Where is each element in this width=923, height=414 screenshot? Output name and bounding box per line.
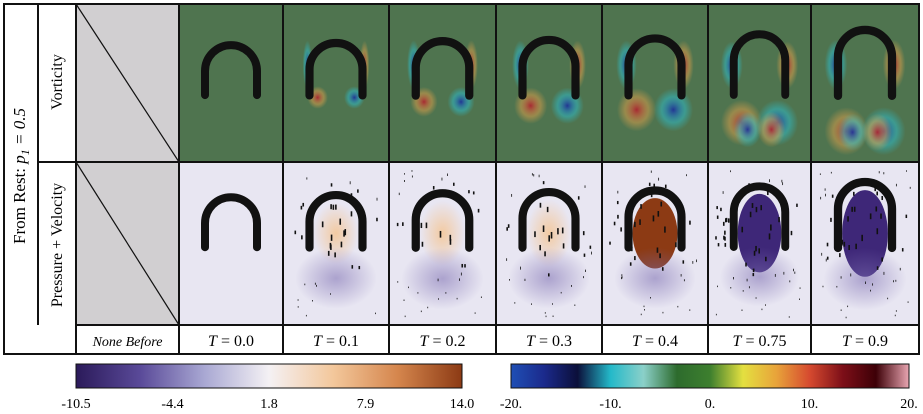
column-caption-7: T = 0.9	[842, 333, 888, 350]
pressure-interior-region	[313, 202, 359, 265]
body-arch-shape	[624, 186, 686, 252]
pressure-wake-region	[614, 247, 696, 309]
vorticity-lobe-negative	[653, 88, 694, 132]
body-arch-shape	[729, 30, 790, 99]
vorticity-wake-vortex	[733, 111, 762, 148]
vorticity-tick-label: 0.	[705, 397, 716, 412]
body-arch-shape	[305, 191, 367, 252]
body-arch-shape	[305, 38, 367, 100]
vorticity-field-background	[496, 4, 602, 162]
vorticity-wake-vortex	[757, 111, 786, 148]
panel-vorticity-col-1	[178, 3, 284, 163]
vorticity-field-background	[602, 4, 708, 162]
panel-pressure-col-2	[282, 161, 390, 326]
panel-border	[810, 161, 920, 326]
pressure-tick-label: 7.9	[357, 397, 375, 412]
pressure-tick-label: 1.8	[260, 397, 278, 412]
body-arch-shape	[518, 35, 580, 100]
panel-pressure-col-0	[75, 161, 180, 326]
vorticity-colorbar-ticks: -20. -10. 0. 10. 20.	[500, 397, 918, 412]
vorticity-field-background	[389, 4, 496, 162]
vorticity-wake-vortex	[838, 113, 868, 151]
vorticity-lobe-positive	[616, 88, 657, 132]
body-arch-shape	[411, 189, 474, 252]
column-caption-3: T = 0.2	[420, 333, 466, 350]
pressure-wake-region	[823, 247, 907, 311]
column-caption-1: T = 0.0	[208, 333, 254, 350]
column-captions: None Before T = 0.0 T = 0.1 T = 0.2 T = 0.3 T…	[92, 325, 920, 354]
vorticity-colorbar-gradient	[510, 363, 910, 389]
vorticity-colorbar: -20. -10. 0. 10. 20.	[500, 363, 918, 412]
panel-vorticity-col-3	[388, 3, 497, 163]
panel-vorticity-col-6	[707, 3, 812, 163]
body-arch-shape	[833, 177, 897, 253]
vorticity-tick-label: -20.	[500, 397, 522, 412]
panel-pressure-col-3	[388, 161, 497, 326]
empty-panel-diagonal	[75, 161, 180, 326]
body-arch-shape	[411, 37, 474, 100]
pressure-colorbar: -10.5 -4.4 1.8 7.9 14.0	[61, 363, 474, 412]
row-label-vorticity: Vorticity	[49, 54, 66, 110]
panel-pressure-col-7	[810, 161, 920, 326]
body-arch-shape	[624, 34, 686, 100]
pressure-tick-label: -4.4	[161, 397, 183, 412]
panel-pressure-col-5	[601, 161, 709, 326]
panel-vorticity-col-0	[75, 3, 180, 163]
row-group-label: From Rest: p1 = 0.5	[10, 108, 32, 244]
body-arch-shape	[729, 182, 790, 251]
vorticity-tick-label: 10.	[801, 397, 819, 412]
panel-vorticity-col-2	[282, 3, 390, 163]
pressure-field-background	[179, 162, 283, 325]
panel-vorticity-col-7	[810, 3, 920, 163]
vorticity-wake-vortex	[862, 113, 892, 151]
column-caption-4: T = 0.3	[526, 333, 572, 350]
pressure-wake-region	[719, 247, 800, 307]
panel-cells	[75, 3, 920, 326]
pressure-wake-region	[508, 247, 590, 309]
pressure-tick-label: -10.5	[61, 397, 90, 412]
panel-vorticity-col-4	[495, 3, 603, 163]
panel-vorticity-col-5	[601, 3, 709, 163]
row-label-pressure-velocity: Pressure + Velocity	[49, 183, 66, 307]
pressure-wake-region	[401, 247, 484, 310]
column-caption-6: T = 0.75	[733, 333, 787, 350]
vorticity-field-background	[179, 4, 283, 162]
pressure-colorbar-gradient	[75, 363, 463, 389]
pressure-wake-region	[295, 247, 377, 309]
panel-pressure-col-4	[495, 161, 603, 326]
body-arch-shape	[201, 193, 261, 252]
vorticity-tick-label: 20.	[900, 397, 918, 412]
column-caption-5: T = 0.4	[632, 333, 678, 350]
vorticity-field-background	[283, 4, 389, 162]
pressure-colorbar-ticks: -10.5 -4.4 1.8 7.9 14.0	[61, 397, 474, 412]
vorticity-tick-label: -10.	[599, 397, 621, 412]
body-arch-shape	[201, 41, 261, 100]
pressure-tick-label: 14.0	[450, 397, 475, 412]
column-caption-0: None Before	[92, 335, 163, 350]
body-arch-shape	[518, 187, 580, 252]
panel-pressure-col-6	[707, 161, 812, 326]
body-arch-shape	[833, 25, 897, 101]
column-caption-2: T = 0.1	[313, 333, 359, 350]
empty-panel-diagonal	[75, 3, 180, 163]
panel-pressure-col-1	[178, 161, 284, 326]
